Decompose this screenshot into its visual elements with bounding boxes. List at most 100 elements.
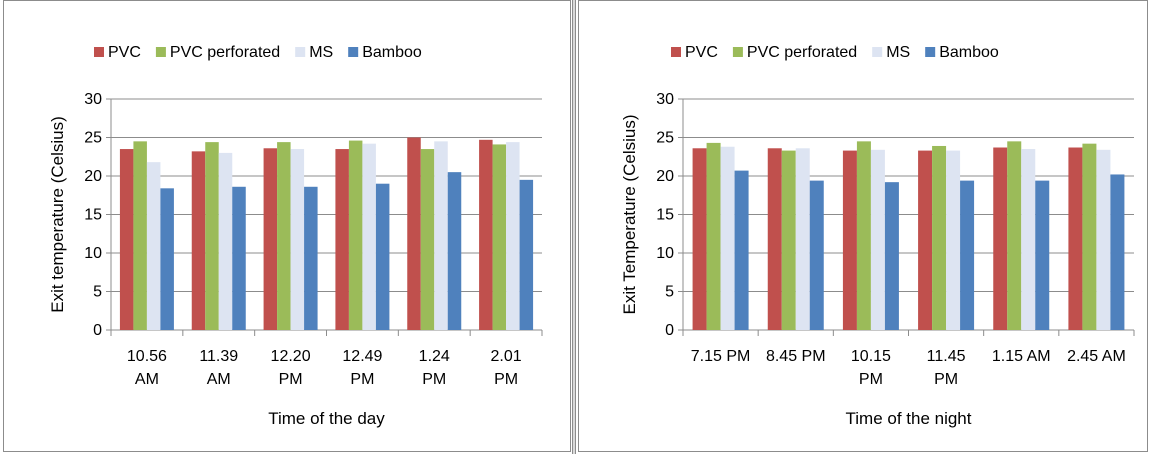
y-tick-label: 10 bbox=[84, 245, 102, 262]
y-tick-label: 30 bbox=[84, 91, 102, 108]
bar-pvc-perforated bbox=[706, 142, 721, 330]
x-tick-label: 7.15 PM bbox=[691, 348, 751, 365]
legend-entry: Bamboo bbox=[939, 44, 999, 61]
chart-panel-day: 0 5 10 15 20 25 30 10.56 AM 11.39 AM 12.20 PM 12.49 PM… bbox=[3, 0, 571, 452]
y-tick-label: 5 bbox=[665, 284, 674, 301]
legend-swatch bbox=[94, 47, 104, 57]
y-tick-label: 0 bbox=[93, 322, 102, 339]
x-tick-label: PM bbox=[934, 371, 958, 388]
x-tick-label: 10.15 bbox=[851, 348, 891, 365]
legend-swatch bbox=[348, 47, 359, 57]
bar-pvc bbox=[479, 139, 493, 330]
bar-pvc-perforated bbox=[1007, 141, 1022, 330]
x-tick-label: 11.45 bbox=[927, 348, 966, 365]
x-tick-label: 11.39 bbox=[199, 348, 238, 365]
x-tick-label: AM bbox=[207, 371, 231, 388]
y-tick-label: 25 bbox=[656, 130, 674, 147]
bar-bamboo bbox=[734, 170, 749, 330]
bar-ms bbox=[218, 152, 233, 330]
bar-pvc bbox=[335, 149, 349, 330]
bar-ms bbox=[146, 162, 161, 330]
x-tick-label: 8.45 PM bbox=[766, 348, 826, 365]
x-tick-label: PM bbox=[494, 371, 518, 388]
bar-ms bbox=[290, 149, 305, 330]
y-axis-label: Exit temperature (Celsius) bbox=[48, 116, 67, 313]
x-tick-label: PM bbox=[859, 371, 883, 388]
bar-pvc-perforated bbox=[1082, 143, 1097, 330]
x-tick-label: 1.15 AM bbox=[992, 348, 1051, 365]
bar-pvc bbox=[692, 148, 707, 330]
x-tick-label: 12.20 bbox=[271, 348, 311, 365]
bar-ms bbox=[720, 146, 735, 330]
bar-pvc-perforated bbox=[133, 141, 147, 330]
bar-bamboo bbox=[232, 186, 246, 330]
y-tick-label: 15 bbox=[84, 207, 102, 224]
legend-entry: PVC perforated bbox=[170, 44, 280, 61]
bar-bamboo bbox=[375, 183, 390, 330]
bar-pvc-perforated bbox=[856, 141, 871, 330]
legend-entry: PVC perforated bbox=[747, 44, 857, 61]
bar-bamboo bbox=[519, 179, 534, 330]
y-tick-label: 25 bbox=[84, 130, 102, 147]
bar-pvc-perforated bbox=[932, 145, 947, 330]
legend-entry: PVC bbox=[108, 44, 141, 61]
legend-swatch bbox=[925, 47, 936, 57]
legend-swatch bbox=[155, 47, 166, 57]
x-tick-label: PM bbox=[350, 371, 374, 388]
y-tick-label: 30 bbox=[656, 91, 674, 108]
bar-pvc-perforated bbox=[348, 140, 363, 330]
bar-bamboo bbox=[160, 188, 174, 330]
bar-bamboo bbox=[809, 180, 824, 330]
x-tick-label: 2.45 AM bbox=[1067, 348, 1126, 365]
bar-pvc-perforated bbox=[420, 149, 435, 330]
bar-pvc bbox=[1068, 147, 1083, 330]
legend-swatch bbox=[671, 47, 681, 57]
chart-day: 0 5 10 15 20 25 30 10.56 AM 11.39 AM 12.20 PM 12.49 PM… bbox=[48, 44, 543, 428]
bar-pvc bbox=[767, 148, 782, 330]
y-tick-label: 15 bbox=[656, 207, 674, 224]
bar-bamboo bbox=[1035, 180, 1050, 330]
x-tick-label: PM bbox=[279, 371, 303, 388]
legend-entry: MS bbox=[309, 44, 333, 61]
y-tick-label: 0 bbox=[665, 322, 674, 339]
chart-night: 0 5 10 15 20 25 30 7.15 PM 8.45 PM 10.15 PM 11.45 PM… bbox=[620, 44, 1135, 428]
bar-pvc bbox=[842, 150, 857, 330]
bar-ms bbox=[1021, 149, 1036, 330]
bar-pvc bbox=[918, 150, 933, 330]
legend-entry: PVC bbox=[685, 44, 718, 61]
chart-panel-night: 0 5 10 15 20 25 30 7.15 PM 8.45 PM 10.15 PM 11.45 PM… bbox=[578, 0, 1148, 452]
panel-divider bbox=[572, 0, 576, 454]
bar-bamboo bbox=[884, 182, 899, 330]
bar-pvc bbox=[407, 137, 421, 330]
legend-entry: Bamboo bbox=[362, 44, 422, 61]
bar-pvc bbox=[993, 147, 1008, 330]
legend-swatch bbox=[732, 47, 743, 57]
y-tick-label: 20 bbox=[84, 168, 102, 185]
x-tick-label: AM bbox=[135, 371, 159, 388]
x-axis-label: Time of the night bbox=[846, 409, 972, 428]
x-tick-label: 1.24 bbox=[419, 348, 450, 365]
bar-ms bbox=[362, 143, 376, 330]
bar-ms bbox=[1096, 149, 1111, 330]
bar-pvc-perforated bbox=[277, 142, 291, 330]
bar-pvc-perforated bbox=[492, 144, 507, 330]
bar-bamboo bbox=[447, 172, 462, 330]
bar-pvc-perforated bbox=[205, 142, 219, 330]
bar-pvc bbox=[263, 148, 278, 330]
x-axis-label: Time of the day bbox=[268, 409, 385, 428]
legend-swatch bbox=[872, 47, 883, 57]
bar-bamboo bbox=[304, 186, 318, 330]
legend-entry: MS bbox=[886, 44, 910, 61]
bar-ms bbox=[795, 148, 810, 330]
y-tick-label: 20 bbox=[656, 168, 674, 185]
y-axis-label: Exit Temperature (Celsius) bbox=[620, 115, 639, 315]
x-tick-label: 10.56 bbox=[127, 348, 167, 365]
legend-swatch bbox=[295, 47, 306, 57]
x-tick-label: 2.01 bbox=[491, 348, 522, 365]
bar-bamboo bbox=[960, 180, 975, 330]
bar-ms bbox=[434, 141, 448, 330]
x-tick-label: 12.49 bbox=[342, 348, 382, 365]
bar-ms bbox=[506, 142, 520, 330]
bar-ms bbox=[870, 149, 885, 330]
x-tick-label: PM bbox=[422, 371, 446, 388]
